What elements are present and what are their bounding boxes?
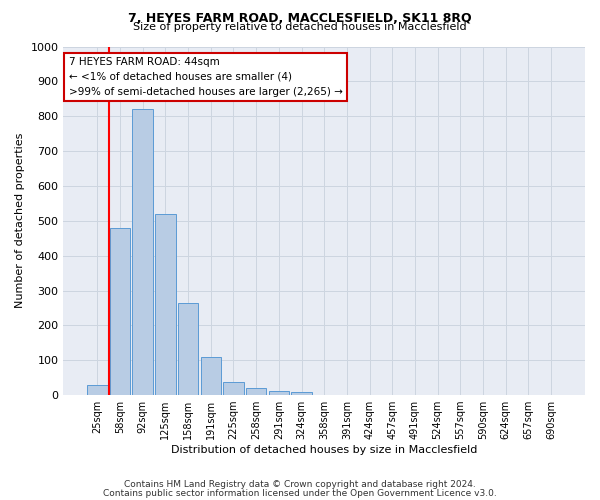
- Bar: [133, 109, 153, 395]
- Text: 7 HEYES FARM ROAD: 44sqm
← <1% of detached houses are smaller (4)
>99% of semi-d: 7 HEYES FARM ROAD: 44sqm ← <1% of detach…: [68, 57, 343, 96]
- Bar: [178, 302, 198, 395]
- Bar: [223, 382, 244, 395]
- Bar: [292, 392, 312, 395]
- Bar: [155, 214, 176, 395]
- Bar: [246, 388, 266, 395]
- Text: 7, HEYES FARM ROAD, MACCLESFIELD, SK11 8RQ: 7, HEYES FARM ROAD, MACCLESFIELD, SK11 8…: [128, 12, 472, 26]
- X-axis label: Distribution of detached houses by size in Macclesfield: Distribution of detached houses by size …: [171, 445, 478, 455]
- Y-axis label: Number of detached properties: Number of detached properties: [15, 133, 25, 308]
- Bar: [200, 356, 221, 395]
- Text: Contains public sector information licensed under the Open Government Licence v3: Contains public sector information licen…: [103, 488, 497, 498]
- Bar: [269, 390, 289, 395]
- Bar: [110, 228, 130, 395]
- Bar: [87, 386, 107, 395]
- Text: Contains HM Land Registry data © Crown copyright and database right 2024.: Contains HM Land Registry data © Crown c…: [124, 480, 476, 489]
- Text: Size of property relative to detached houses in Macclesfield: Size of property relative to detached ho…: [133, 22, 467, 32]
